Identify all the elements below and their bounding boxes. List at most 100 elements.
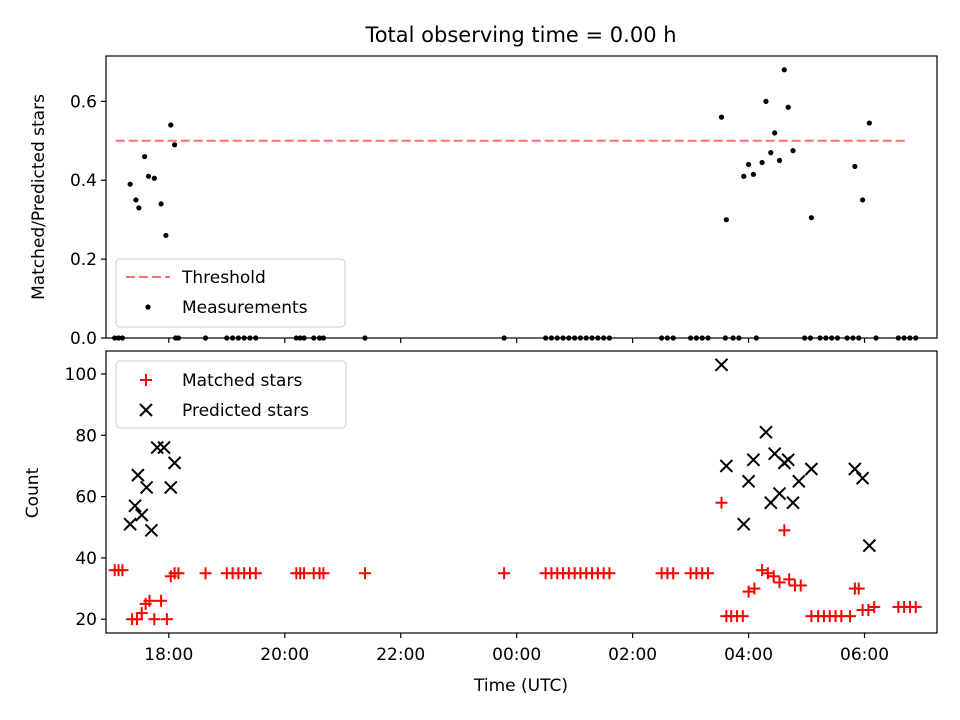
matched-star-marker [767, 570, 780, 583]
matched-star-marker [748, 582, 761, 595]
predicted-marker-b [123, 517, 137, 531]
matched-star-marker [667, 567, 680, 580]
measurement-point [145, 173, 152, 179]
measurement-point [168, 122, 174, 128]
measurement-point [859, 197, 866, 203]
measurement-point [750, 171, 757, 177]
measurements-legend-marker [145, 304, 151, 310]
predicted-star-marker [131, 468, 145, 482]
count-plot: 20 40 60 80 100 18:00 20:00 22:00 00:00 02:00 04:0… [23, 350, 938, 696]
matched-star-marker [909, 600, 922, 613]
measurement-point [808, 215, 814, 221]
ratio-y-tick-label: 0.6 [70, 92, 97, 112]
ratio-legend: Threshold Measurements [115, 258, 346, 328]
measurement-point [790, 148, 796, 154]
predicted-star-marker [719, 459, 734, 473]
matched-star-marker [736, 610, 749, 623]
predicted-marker-b [144, 523, 159, 538]
count-plot-marks [108, 358, 922, 626]
predicted-star-marker [786, 496, 800, 510]
matched-star-marker [130, 613, 143, 626]
predicted-star-marker [855, 471, 870, 485]
x-tick-label: 06:00 [840, 645, 889, 665]
matched-star-marker [155, 594, 168, 607]
ratio-y-tick-label: 0.0 [70, 329, 97, 349]
predicted-marker-b [759, 425, 773, 439]
predicted-star-marker [144, 523, 159, 538]
predicted-star-marker [792, 474, 806, 488]
matched-legend-marker [140, 374, 152, 386]
matched-star-marker [317, 567, 330, 580]
predicted-marker-b [792, 474, 806, 488]
predicted-marker-b [164, 480, 178, 495]
matched-legend-label: Matched stars [182, 371, 302, 391]
predicted-marker-b [804, 462, 819, 476]
x-tick-label: 22:00 [376, 645, 425, 665]
measurement-point [785, 104, 791, 110]
count-y-tick-label: 80 [75, 426, 97, 446]
matched-star-marker [794, 579, 807, 592]
predicted-marker-b [714, 358, 729, 372]
matched-star-marker [498, 567, 511, 580]
predicted-marker-b [786, 496, 800, 510]
predicted-marker-b [737, 517, 751, 531]
predicted-star-marker [139, 480, 154, 495]
matched-star-marker [135, 607, 148, 620]
matched-star-marker [778, 524, 791, 537]
matched-star-marker [715, 496, 728, 509]
ratio-y-tick-label: 0.2 [70, 250, 97, 270]
predicted-star-marker [759, 425, 773, 439]
predicted-marker-b [157, 440, 171, 455]
predicted-marker-b [772, 486, 787, 501]
measurement-point [136, 205, 142, 211]
measurement-point [768, 150, 774, 156]
matched-star-marker [852, 582, 865, 595]
measurement-point [151, 175, 157, 181]
measurement-point [142, 153, 148, 160]
ratio-y-axis-label: Matched/Predicted stars [29, 94, 49, 300]
matched-star-marker [783, 573, 796, 586]
measurement-point [127, 181, 133, 187]
predicted-marker-b [135, 508, 149, 522]
ratio-y-tick-label: 0.4 [70, 171, 97, 191]
ratio-plot-axes: 0.0 0.2 0.4 0.6 [70, 92, 866, 349]
x-tick-label: 04:00 [724, 645, 773, 665]
predicted-marker-b [719, 459, 734, 473]
measurement-point [723, 217, 729, 223]
predicted-marker-b [139, 480, 154, 495]
count-y-axis-label: Count [23, 467, 43, 518]
chart-title: Total observing time = 0.00 h [364, 23, 676, 47]
measurement-point [741, 173, 747, 179]
threshold-legend-label: Threshold [181, 268, 266, 288]
predicted-star-marker [781, 453, 795, 467]
matched-star-marker [199, 567, 212, 580]
count-legend-box [115, 360, 347, 429]
x-tick-label: 20:00 [260, 645, 309, 665]
matched-star-marker [773, 576, 786, 589]
predicted-marker-b [862, 538, 877, 553]
measurement-point [718, 114, 725, 120]
measurement-point [763, 98, 769, 104]
ratio-plot-frame [105, 55, 938, 339]
measurements-legend-label: Measurements [182, 298, 308, 318]
predicted-marker-b [767, 446, 782, 461]
x-tick-label: 00:00 [492, 645, 541, 665]
predicted-star-marker [741, 474, 756, 488]
ratio-legend-box [115, 258, 346, 328]
predicted-star-marker [714, 358, 729, 372]
count-plot-frame [105, 350, 938, 634]
measurement-point [158, 201, 164, 207]
measurement-point [172, 142, 178, 148]
predicted-marker-b [131, 468, 145, 482]
count-legend: Matched stars Predicted stars [115, 360, 347, 429]
predicted-marker-b [855, 471, 870, 485]
predicted-star-marker [167, 456, 182, 470]
measurement-point [133, 197, 139, 203]
measurement-point [759, 159, 765, 166]
predicted-marker-b [167, 456, 182, 470]
matched-star-marker [160, 613, 173, 626]
predicted-star-marker [862, 538, 877, 553]
predicted-star-marker [128, 499, 142, 513]
measurement-point [866, 120, 872, 126]
